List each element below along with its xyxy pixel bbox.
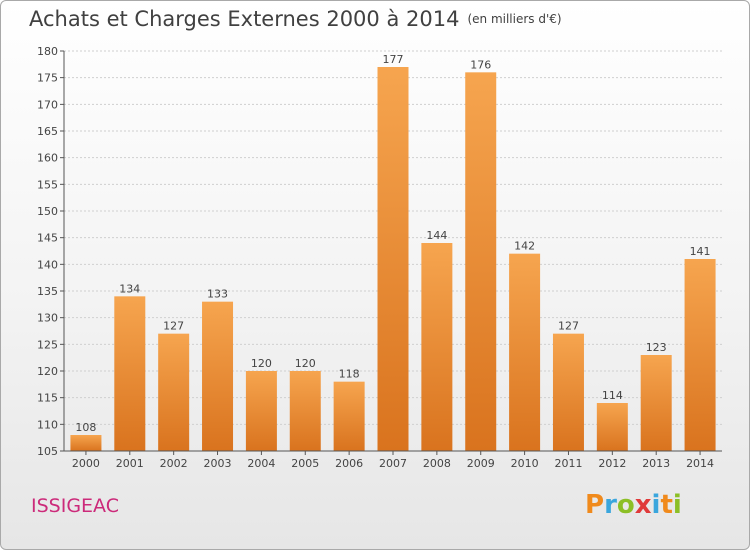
bar <box>640 355 672 451</box>
x-tick-label: 2007 <box>379 457 407 470</box>
y-tick-label: 130 <box>37 312 58 325</box>
y-tick-label: 105 <box>37 445 58 458</box>
data-label: 142 <box>514 240 535 253</box>
bar <box>377 67 409 451</box>
title-text: Achats et Charges Externes 2000 à 2014 <box>29 7 460 31</box>
x-tick-label: 2004 <box>247 457 275 470</box>
y-tick-label: 155 <box>37 178 58 191</box>
x-tick-label: 2009 <box>467 457 495 470</box>
x-tick-label: 2000 <box>72 457 100 470</box>
y-tick-label: 180 <box>37 45 58 58</box>
y-tick-label: 110 <box>37 418 58 431</box>
y-tick-label: 145 <box>37 232 58 245</box>
data-label: 177 <box>383 53 404 66</box>
y-tick-label: 160 <box>37 152 58 165</box>
x-tick-label: 2014 <box>686 457 714 470</box>
labels: 105 110 115 120 125 130 135 140 145 150 155 160 165 1… <box>37 45 714 470</box>
bar <box>684 259 716 451</box>
logo-letter: x <box>634 490 652 520</box>
data-label: 134 <box>119 282 140 295</box>
data-label: 133 <box>207 288 228 301</box>
bars <box>70 67 716 451</box>
place-name: ISSIGEAC <box>31 495 119 517</box>
bar <box>114 296 146 451</box>
x-tick-label: 2001 <box>116 457 144 470</box>
bar <box>202 301 234 451</box>
x-tick-label: 2003 <box>204 457 232 470</box>
x-tick-label: 2005 <box>291 457 319 470</box>
bar <box>421 243 453 451</box>
y-tick-label: 140 <box>37 258 58 271</box>
bar <box>509 253 541 451</box>
y-tick-label: 170 <box>37 98 58 111</box>
data-label: 118 <box>339 368 360 381</box>
x-tick-label: 2006 <box>335 457 363 470</box>
axes <box>60 50 722 455</box>
logo-letter: P <box>585 490 605 520</box>
data-label: 123 <box>646 341 667 354</box>
bar <box>70 435 102 451</box>
bar <box>596 403 628 451</box>
data-label: 120 <box>295 357 316 370</box>
y-tick-label: 165 <box>37 125 58 138</box>
data-label: 144 <box>426 229 447 242</box>
logo-letter: o <box>616 490 635 520</box>
x-tick-label: 2002 <box>160 457 188 470</box>
data-label: 127 <box>163 320 184 333</box>
bar <box>289 371 321 451</box>
logo-letter: r <box>604 490 617 520</box>
data-label: 141 <box>690 245 711 258</box>
bar <box>552 333 584 451</box>
chart-subtitle: (en milliers d'€) <box>467 12 562 26</box>
data-label: 114 <box>602 389 623 402</box>
bar <box>333 381 365 451</box>
x-tick-label: 2012 <box>598 457 626 470</box>
data-label: 108 <box>75 421 96 434</box>
y-tick-label: 135 <box>37 285 58 298</box>
bar <box>245 371 277 451</box>
data-label: 176 <box>470 58 491 71</box>
bar <box>158 333 190 451</box>
y-tick-label: 115 <box>37 392 58 405</box>
x-tick-label: 2010 <box>511 457 539 470</box>
data-label: 127 <box>558 320 579 333</box>
y-tick-label: 125 <box>37 338 58 351</box>
y-tick-label: 120 <box>37 365 58 378</box>
x-tick-label: 2011 <box>554 457 582 470</box>
x-tick-label: 2013 <box>642 457 670 470</box>
data-label: 120 <box>251 357 272 370</box>
bar <box>465 72 497 451</box>
proxiti-logo: Proxiti <box>585 490 682 520</box>
logo-letter: i <box>651 490 661 520</box>
logo-letter: t <box>660 490 673 520</box>
x-tick-label: 2008 <box>423 457 451 470</box>
y-tick-label: 175 <box>37 72 58 85</box>
logo-letter: i <box>672 490 682 520</box>
y-tick-label: 150 <box>37 205 58 218</box>
chart-title: Achats et Charges Externes 2000 à 2014 (e… <box>29 7 562 31</box>
